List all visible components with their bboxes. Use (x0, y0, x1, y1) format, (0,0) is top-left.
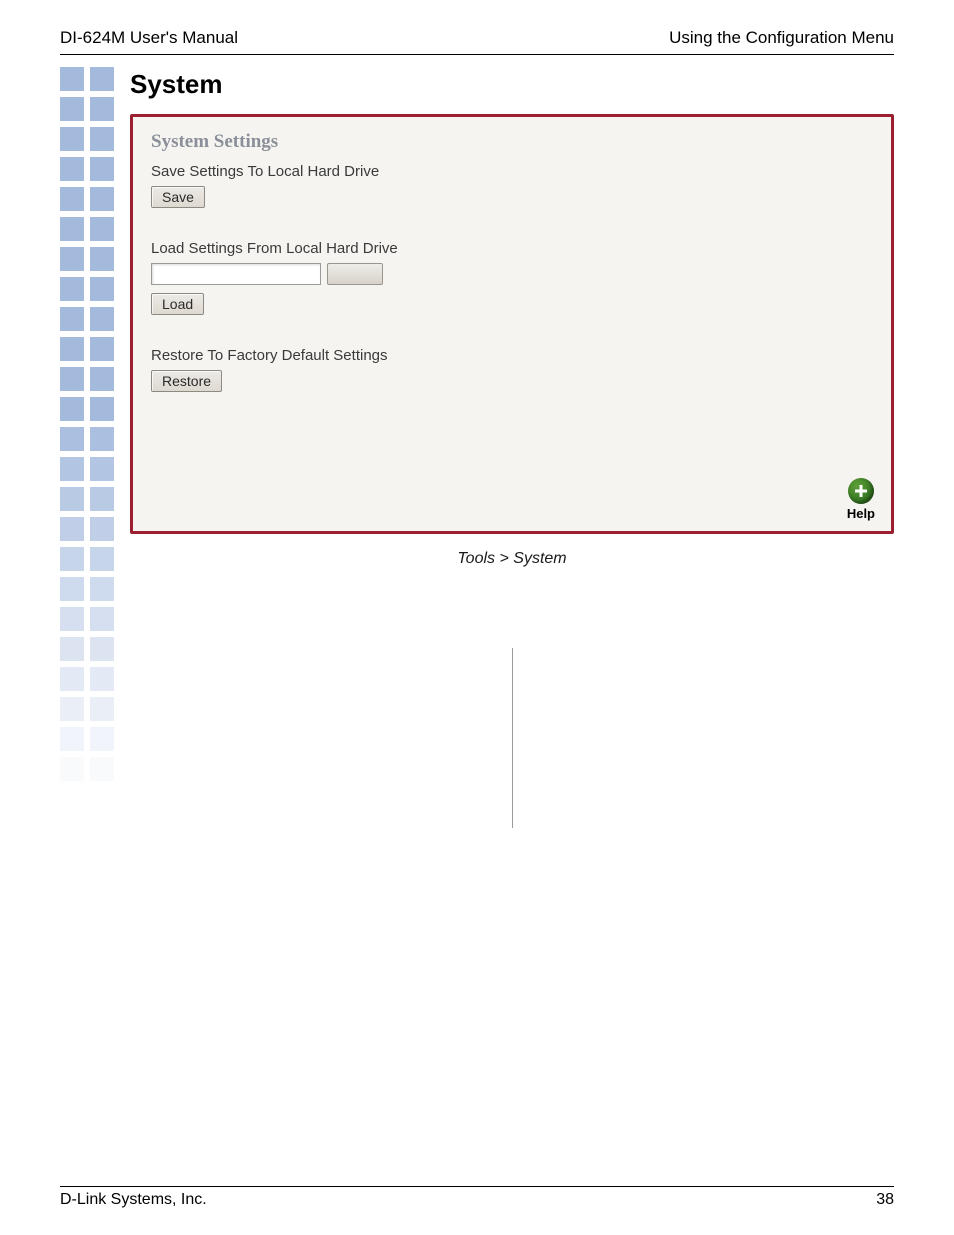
vertical-divider (512, 648, 513, 828)
section-title: System (130, 69, 894, 100)
save-settings-label: Save Settings To Local Hard Drive (151, 163, 873, 180)
header-right: Using the Configuration Menu (669, 28, 894, 48)
panel-heading: System Settings (151, 131, 873, 153)
save-button[interactable]: Save (151, 186, 205, 208)
load-settings-label: Load Settings From Local Hard Drive (151, 240, 873, 257)
load-settings-group: Load Settings From Local Hard Drive Load (151, 240, 873, 315)
save-settings-group: Save Settings To Local Hard Drive Save (151, 163, 873, 208)
system-settings-panel: System Settings Save Settings To Local H… (130, 114, 894, 534)
header-left: DI-624M User's Manual (60, 28, 238, 48)
restore-button[interactable]: Restore (151, 370, 222, 392)
browse-button[interactable] (327, 263, 383, 285)
decor-squares (60, 65, 116, 787)
page-number: 38 (876, 1191, 894, 1209)
help-label: Help (847, 506, 875, 521)
help-plus-icon (848, 478, 874, 504)
footer-left: D-Link Systems, Inc. (60, 1191, 207, 1209)
header-rule (60, 54, 894, 55)
help-link[interactable]: Help (847, 478, 875, 521)
load-file-input[interactable] (151, 263, 321, 285)
restore-settings-label: Restore To Factory Default Settings (151, 347, 873, 364)
footer-rule (60, 1186, 894, 1187)
load-button[interactable]: Load (151, 293, 204, 315)
figure-caption: Tools > System (130, 550, 894, 568)
restore-settings-group: Restore To Factory Default Settings Rest… (151, 347, 873, 392)
